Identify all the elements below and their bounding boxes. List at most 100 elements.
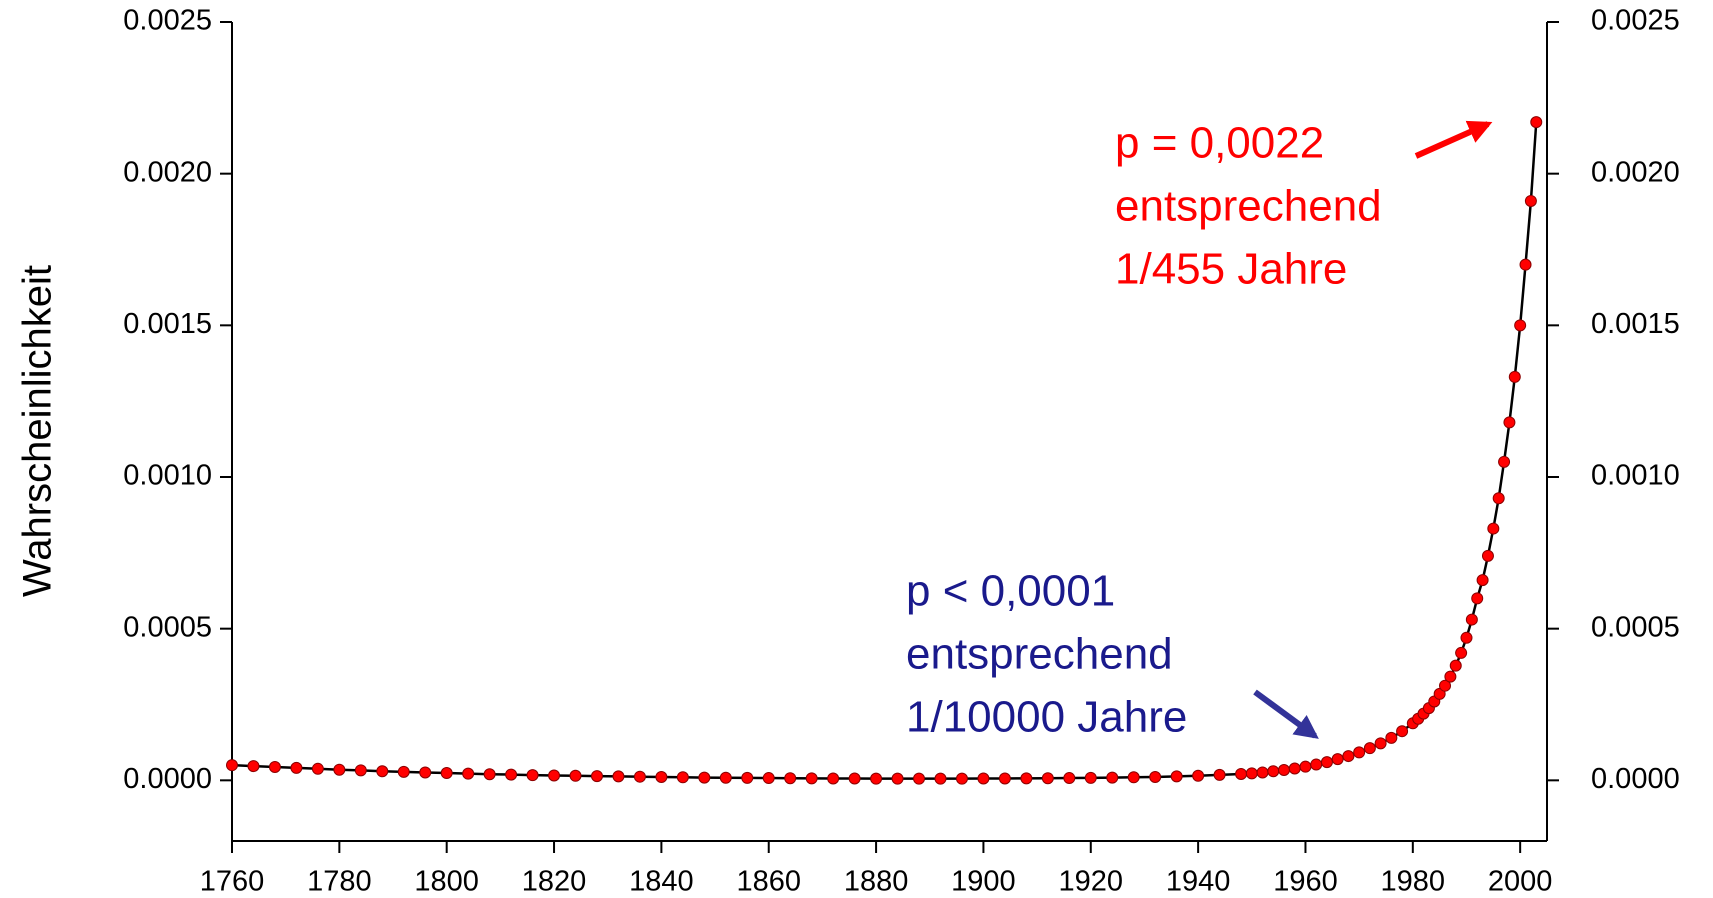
- data-point: [913, 772, 926, 785]
- data-point: [1127, 771, 1140, 784]
- data-point: [1530, 116, 1543, 129]
- data-point: [1444, 670, 1457, 683]
- y-tick-label: 0.0025: [123, 5, 212, 37]
- data-point: [1508, 370, 1521, 383]
- data-point: [483, 768, 496, 781]
- data-point: [1498, 455, 1511, 468]
- data-point: [1439, 679, 1452, 692]
- data-point: [1460, 631, 1473, 644]
- y2-tick-label: 0.0010: [1591, 460, 1680, 492]
- data-point: [1519, 258, 1532, 271]
- data-point: [1524, 194, 1537, 207]
- y-tick-label: 0.0020: [123, 156, 212, 188]
- x-tick-label: 1840: [629, 866, 694, 898]
- data-point: [1433, 687, 1446, 700]
- y2-tick-label: 0.0025: [1591, 5, 1680, 37]
- data-point: [1471, 592, 1484, 605]
- annotation-text: entsprechend: [906, 630, 1173, 679]
- data-point: [1492, 492, 1505, 505]
- data-point: [419, 766, 432, 779]
- annotation-text: 1/455 Jahre: [1115, 245, 1347, 294]
- data-point: [1342, 750, 1355, 763]
- data-point: [1487, 522, 1500, 535]
- data-point: [1331, 753, 1344, 766]
- data-point: [1235, 767, 1248, 780]
- y2-tick-label: 0.0020: [1591, 156, 1680, 188]
- data-point: [1385, 731, 1398, 744]
- data-point: [741, 771, 754, 784]
- data-point: [333, 763, 346, 776]
- annotation-text: 1/10000 Jahre: [906, 693, 1187, 742]
- data-point: [1320, 756, 1333, 769]
- x-tick-label: 1940: [1166, 866, 1231, 898]
- data-point: [934, 772, 947, 785]
- data-point: [1363, 742, 1376, 755]
- x-tick-label: 1900: [951, 866, 1016, 898]
- data-point: [1041, 772, 1054, 785]
- data-point: [1310, 758, 1323, 771]
- y-tick-label: 0.0015: [123, 308, 212, 340]
- data-point: [1192, 769, 1205, 782]
- x-tick-label: 1920: [1059, 866, 1124, 898]
- data-point: [548, 769, 561, 782]
- data-point: [590, 770, 603, 783]
- y-tick-label: 0.0000: [123, 763, 212, 795]
- data-point: [1245, 767, 1258, 780]
- data-point: [955, 772, 968, 785]
- data-point: [1149, 770, 1162, 783]
- data-point: [440, 767, 453, 780]
- data-point: [376, 765, 389, 778]
- data-point: [462, 767, 475, 780]
- annotation-text: entsprechend: [1115, 182, 1382, 231]
- data-point: [1256, 766, 1269, 779]
- data-point: [526, 769, 539, 782]
- x-tick-label: 1880: [844, 866, 909, 898]
- data-point: [397, 765, 410, 778]
- data-point: [354, 764, 367, 777]
- x-tick-label: 1820: [522, 866, 587, 898]
- data-point: [1476, 574, 1489, 587]
- data-point: [1170, 770, 1183, 783]
- data-point: [290, 761, 303, 774]
- data-point: [1449, 659, 1462, 672]
- x-tick-label: 1960: [1273, 866, 1338, 898]
- x-tick-label: 2000: [1488, 866, 1553, 898]
- data-point: [1288, 762, 1301, 775]
- y-axis-title: Wahrscheinlichkeit: [16, 265, 60, 597]
- y2-tick-label: 0.0005: [1591, 611, 1680, 643]
- data-point: [870, 772, 883, 785]
- data-point: [1455, 646, 1468, 659]
- data-point: [1278, 764, 1290, 777]
- data-point: [247, 760, 260, 773]
- data-point: [612, 770, 625, 783]
- data-point: [784, 772, 797, 785]
- data-point: [1374, 737, 1387, 750]
- y-tick-label: 0.0005: [123, 611, 212, 643]
- annotation-text: p = 0,0022: [1115, 119, 1324, 168]
- data-point: [1267, 765, 1280, 778]
- data-point: [1353, 746, 1366, 759]
- x-tick-label: 1760: [200, 866, 265, 898]
- data-point: [805, 772, 818, 785]
- x-tick-label: 1860: [736, 866, 801, 898]
- data-point: [998, 772, 1011, 785]
- y-tick-label: 0.0010: [123, 460, 212, 492]
- x-tick-label: 1800: [414, 866, 479, 898]
- data-point: [655, 770, 668, 783]
- annotation-arrow: [1253, 689, 1319, 739]
- data-point: [1481, 549, 1494, 562]
- data-point: [762, 772, 775, 785]
- data-point: [226, 759, 238, 772]
- data-point: [1299, 760, 1312, 773]
- y2-tick-label: 0.0015: [1591, 308, 1680, 340]
- data-point: [1084, 771, 1097, 784]
- annotation-text: p < 0,0001: [906, 567, 1115, 616]
- data-point: [1106, 771, 1119, 784]
- data-point: [827, 772, 840, 785]
- data-point: [1063, 772, 1076, 785]
- y2-tick-label: 0.0000: [1591, 763, 1680, 795]
- data-point: [268, 760, 281, 773]
- data-point: [848, 772, 861, 785]
- data-point: [719, 771, 732, 784]
- data-point: [1514, 319, 1527, 332]
